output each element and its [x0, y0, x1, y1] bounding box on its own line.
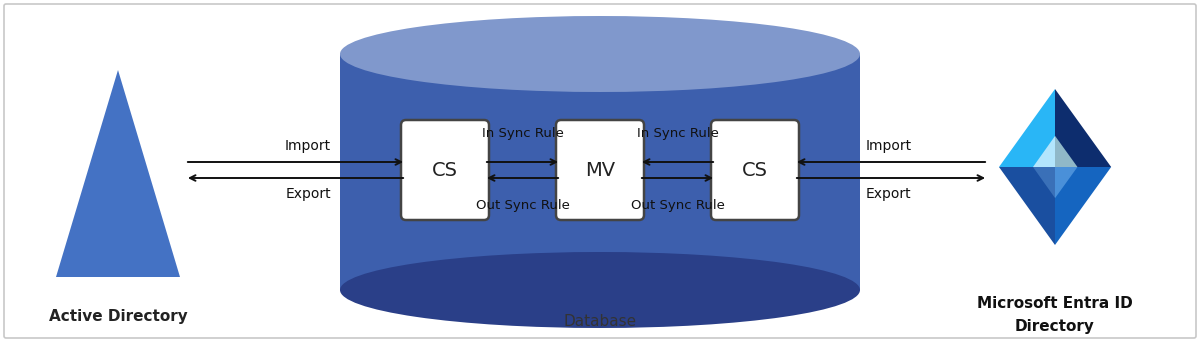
FancyBboxPatch shape — [4, 4, 1196, 338]
Text: Out Sync Rule: Out Sync Rule — [475, 199, 570, 212]
Polygon shape — [1055, 89, 1111, 167]
Text: Active Directory: Active Directory — [49, 308, 187, 324]
Polygon shape — [1055, 167, 1111, 245]
Polygon shape — [56, 70, 180, 277]
Text: Microsoft Entra ID: Microsoft Entra ID — [977, 297, 1133, 312]
Text: MV: MV — [584, 160, 616, 180]
Text: Out Sync Rule: Out Sync Rule — [630, 199, 725, 212]
Polygon shape — [1032, 167, 1055, 198]
Polygon shape — [1055, 167, 1078, 198]
FancyBboxPatch shape — [556, 120, 644, 220]
Text: In Sync Rule: In Sync Rule — [636, 128, 719, 141]
Text: Import: Import — [865, 139, 912, 153]
Text: Export: Export — [286, 187, 331, 201]
Text: Database: Database — [564, 315, 636, 329]
Text: Export: Export — [865, 187, 911, 201]
Polygon shape — [1055, 136, 1078, 167]
Polygon shape — [998, 167, 1055, 245]
FancyBboxPatch shape — [401, 120, 490, 220]
Ellipse shape — [340, 252, 860, 328]
Ellipse shape — [340, 16, 860, 92]
FancyBboxPatch shape — [710, 120, 799, 220]
Polygon shape — [1032, 136, 1055, 167]
Text: In Sync Rule: In Sync Rule — [481, 128, 564, 141]
Text: Directory: Directory — [1015, 319, 1094, 334]
Text: Import: Import — [284, 139, 331, 153]
Text: CS: CS — [432, 160, 458, 180]
Bar — [340, 54, 860, 290]
Polygon shape — [998, 89, 1055, 167]
Text: CS: CS — [742, 160, 768, 180]
